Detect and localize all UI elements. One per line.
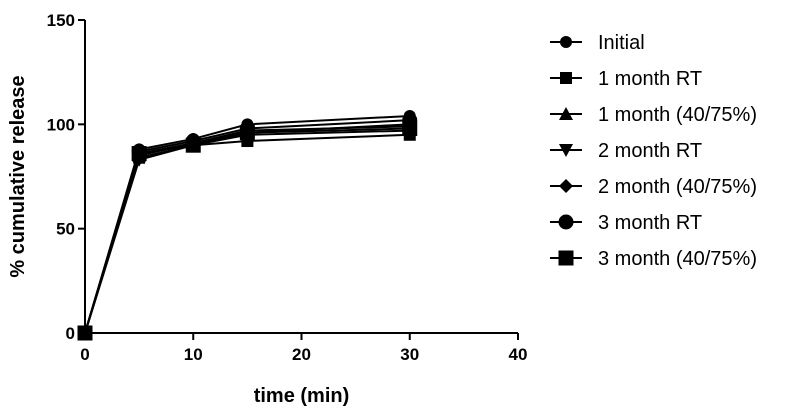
x-tick-label: 40 [509, 345, 528, 364]
legend-marker [560, 36, 572, 48]
legend-label: 1 month (40/75%) [598, 104, 757, 126]
x-tick-label: 30 [400, 345, 419, 364]
legend-marker [558, 250, 574, 266]
data-point [239, 125, 255, 141]
x-tick-label: 20 [292, 345, 311, 364]
legend-label: 3 month RT [598, 212, 702, 234]
series-points-3 [78, 119, 417, 339]
legend-item: 1 month RT [550, 68, 702, 90]
legend-label: 2 month RT [598, 140, 702, 162]
series-markers [77, 109, 418, 341]
x-axis-title: time (min) [254, 385, 350, 407]
legend-label: 1 month RT [598, 68, 702, 90]
legend-label: Initial [598, 32, 645, 54]
data-point [185, 137, 201, 153]
y-tick-label: 0 [66, 324, 75, 343]
x-ticks: 0 10 20 30 40 [80, 333, 527, 364]
data-point [402, 121, 418, 137]
y-ticks: 0 50 100 150 [47, 11, 85, 343]
legend-label: 3 month (40/75%) [598, 248, 757, 270]
legend-label: 2 month (40/75%) [598, 176, 757, 198]
y-tick-label: 100 [47, 115, 75, 134]
series-points-7 [77, 121, 418, 341]
legend-marker [558, 214, 574, 230]
legend-item: 3 month RT [550, 212, 702, 234]
legend-item: Initial [550, 32, 645, 54]
series-points-5 [78, 117, 417, 340]
legend-item: 3 month (40/75%) [550, 248, 757, 270]
legend-item: 2 month (40/75%) [550, 176, 757, 198]
legend-marker [559, 179, 573, 193]
legend-item: 2 month RT [550, 140, 702, 162]
data-point [131, 146, 147, 162]
legend-marker [560, 72, 572, 84]
series-points-2 [79, 128, 416, 339]
data-point [77, 325, 93, 341]
x-tick-label: 0 [80, 345, 89, 364]
x-tick-label: 10 [184, 345, 203, 364]
legend: Initial 1 month RT 1 month (40/75%) 2 month… [550, 32, 757, 270]
y-tick-label: 150 [47, 11, 75, 30]
series-points-4 [78, 124, 417, 340]
legend-marker [559, 144, 573, 157]
y-axis-title: % cumulative release [7, 75, 29, 277]
y-tick-label: 50 [56, 220, 75, 239]
axes [84, 20, 518, 334]
legend-marker [559, 107, 573, 120]
legend-item: 1 month (40/75%) [550, 104, 757, 126]
